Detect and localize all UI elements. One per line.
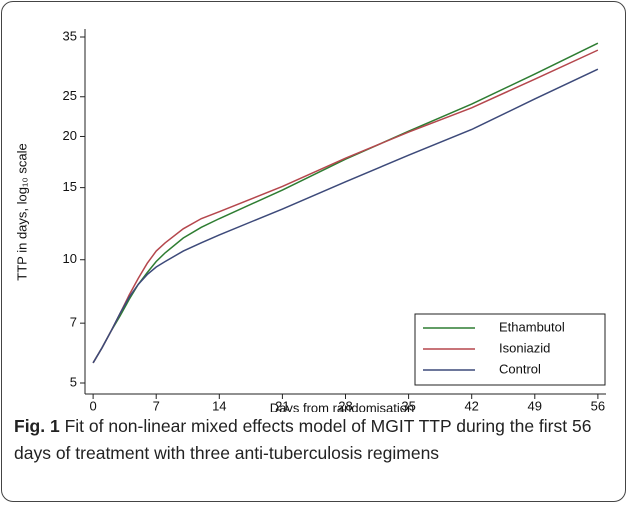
x-axis-label: Days from randomisation bbox=[270, 400, 415, 412]
x-tick-label: 42 bbox=[464, 398, 478, 412]
series-line bbox=[92, 42, 599, 364]
x-tick-label: 56 bbox=[591, 398, 605, 412]
caption: Fig. 1 Fit of non-linear mixed effects m… bbox=[14, 413, 619, 467]
x-tick-label: 21 bbox=[275, 398, 289, 412]
y-axis-label: TTP in days, log₁₀ scale bbox=[14, 143, 29, 280]
x-tick-label: 35 bbox=[401, 398, 415, 412]
y-tick-label: 20 bbox=[63, 128, 77, 143]
y-tick-label: 35 bbox=[63, 28, 77, 43]
legend-label: Control bbox=[499, 361, 541, 376]
y-tick-label: 25 bbox=[63, 88, 77, 103]
y-tick-label: 10 bbox=[63, 251, 77, 266]
y-tick-label: 15 bbox=[63, 179, 77, 194]
chart: TTP in days, log₁₀ scale Days from rando… bbox=[14, 28, 606, 412]
series-line bbox=[92, 68, 599, 364]
y-tick-label: 5 bbox=[70, 374, 77, 389]
x-tick-label: 0 bbox=[89, 398, 96, 412]
x-tick-label: 49 bbox=[528, 398, 542, 412]
x-tick-label: 28 bbox=[338, 398, 352, 412]
caption-label: Fig. 1 bbox=[14, 416, 60, 436]
y-tick-label: 7 bbox=[70, 315, 77, 330]
legend-label: Isoniazid bbox=[499, 340, 550, 355]
x-tick-label: 7 bbox=[153, 398, 160, 412]
x-tick-label: 14 bbox=[212, 398, 226, 412]
legend-label: Ethambutol bbox=[499, 319, 565, 334]
caption-text: Fit of non-linear mixed effects model of… bbox=[14, 416, 592, 463]
